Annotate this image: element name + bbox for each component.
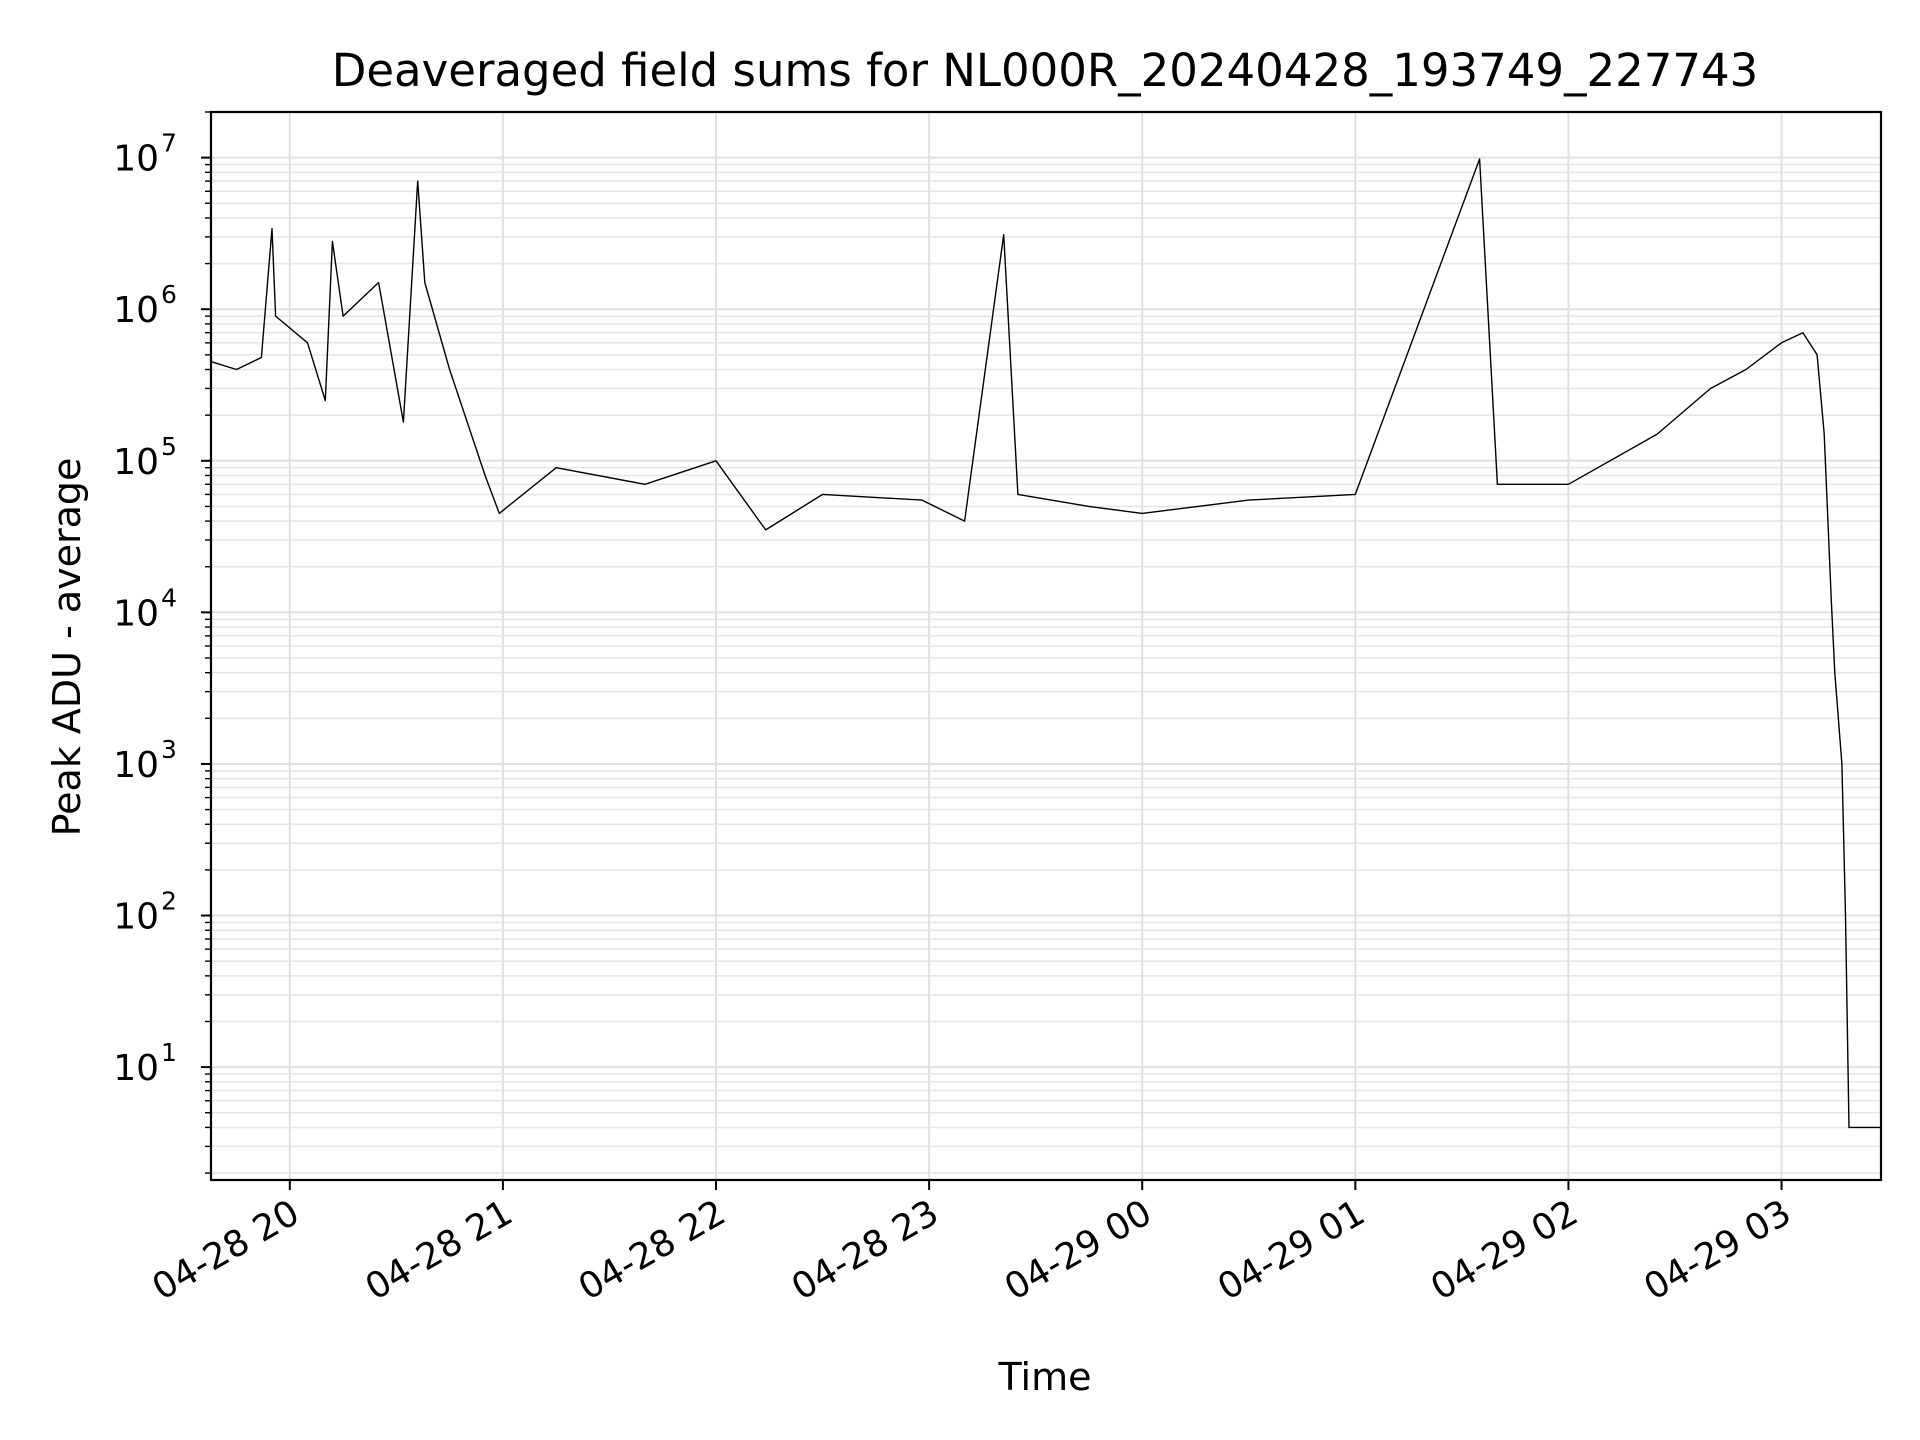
y-tick-label: 10: [113, 593, 159, 634]
y-tick-exponent: 4: [161, 583, 177, 612]
chart-title: Deaveraged field sums for NL000R_2024042…: [332, 44, 1759, 97]
x-axis-label: Time: [998, 1355, 1092, 1399]
y-tick-label: 10: [113, 139, 159, 180]
y-tick-label: 10: [113, 1048, 159, 1089]
y-tick-label: 10: [113, 897, 159, 938]
y-tick-label: 10: [113, 745, 159, 786]
y-tick-label: 10: [113, 442, 159, 483]
series-line: [211, 158, 1881, 1129]
y-tick-label: 10: [113, 290, 159, 331]
y-tick-exponent: 2: [161, 887, 177, 916]
y-tick-exponent: 5: [161, 432, 177, 461]
y-tick-exponent: 7: [161, 129, 177, 158]
line-series: [211, 158, 1881, 1129]
grid: [211, 111, 1881, 1180]
y-axis-label: Peak ADU - average: [45, 458, 89, 837]
y-tick-exponent: 3: [161, 735, 177, 764]
y-tick-exponent: 6: [161, 280, 177, 309]
y-tick-exponent: 1: [161, 1038, 177, 1067]
